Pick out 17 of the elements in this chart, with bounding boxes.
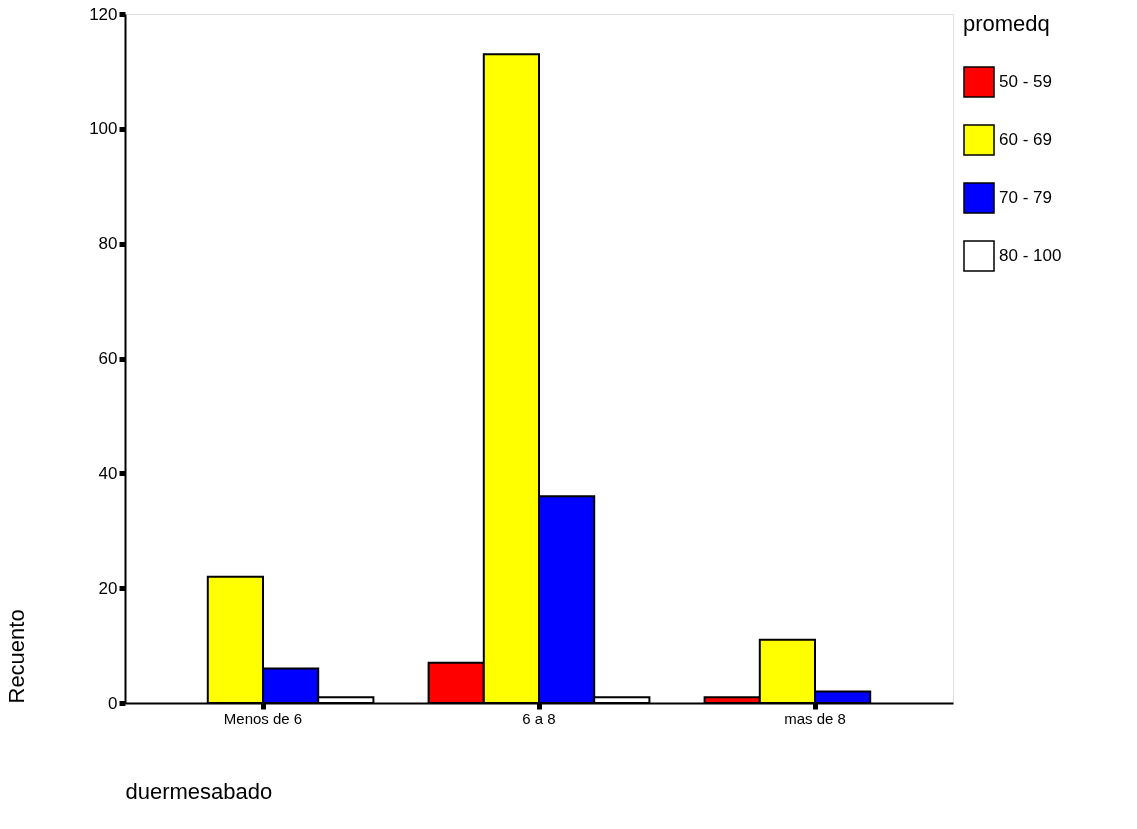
y-tick-label: 40 <box>98 463 118 483</box>
legend-label: 50 - 59 <box>999 72 1052 91</box>
y-tick-label: 0 <box>108 693 118 713</box>
legend-label: 70 - 79 <box>999 188 1052 207</box>
y-tick-label: 80 <box>98 234 118 254</box>
x-tick-label: mas de 8 <box>784 709 846 727</box>
x-tick-label: Menos de 6 <box>223 709 303 727</box>
y-tick-label: 60 <box>98 349 118 368</box>
legend-label: 60 - 69 <box>999 130 1052 149</box>
legend-label: 80 - 100 <box>999 246 1062 265</box>
legend-title: promedq <box>963 11 1050 36</box>
x-tick-label: 6 a 8 <box>522 709 556 727</box>
y-tick-label: 20 <box>98 578 118 598</box>
y-tick-label: 100 <box>89 119 118 139</box>
x-axis-title: duermesabado <box>125 778 273 804</box>
y-tick-label: 120 <box>89 4 118 24</box>
y-axis-title: Recuento <box>4 609 30 704</box>
